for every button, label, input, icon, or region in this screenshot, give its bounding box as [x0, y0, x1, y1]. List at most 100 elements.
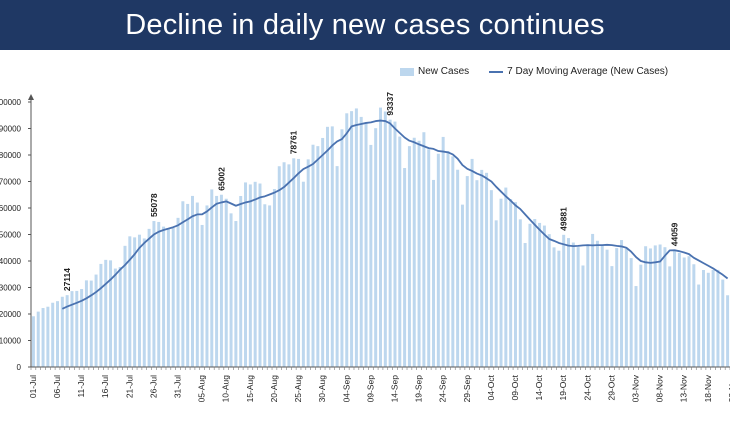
new-cases-bar [403, 168, 407, 367]
new-cases-bars [31, 107, 730, 368]
new-cases-bar [354, 108, 358, 367]
y-tick-label: 100000 [0, 98, 22, 107]
daily-cases-chart: 0 10000 20000 30000 40000 50000 60000 70000 8000… [0, 92, 730, 403]
moving-average-path [61, 119, 729, 310]
new-cases-bar [258, 183, 262, 367]
new-cases-bar [480, 169, 484, 367]
y-tick-label: 30000 [0, 284, 22, 293]
new-cases-bar [663, 247, 667, 367]
new-cases-bar [595, 240, 599, 367]
new-cases-bar [475, 180, 479, 367]
new-cases-bar [301, 181, 305, 367]
new-cases-bar [644, 246, 648, 367]
new-cases-bar [316, 146, 320, 367]
x-tick-label: 11-Jul [76, 375, 86, 398]
new-cases-bar [244, 182, 248, 367]
x-tick-label: 14-Sep [389, 375, 399, 403]
new-cases-bar [263, 204, 267, 367]
new-cases-bar [460, 204, 464, 367]
new-cases-bar [393, 121, 397, 367]
new-cases-bar [706, 272, 710, 367]
x-tick-label: 25-Aug [293, 375, 303, 403]
y-tick-label: 20000 [0, 310, 22, 319]
new-cases-bar [624, 248, 628, 367]
title-bar: Decline in daily new cases continues [0, 0, 730, 50]
new-cases-bar [576, 247, 580, 367]
new-cases-bar [99, 263, 103, 367]
y-tick-label: 80000 [0, 151, 22, 160]
new-cases-bar [383, 111, 387, 367]
x-tick-label: 18-Nov [703, 374, 713, 402]
new-cases-bar [65, 295, 69, 367]
x-tick-label: 14-Oct [534, 374, 544, 400]
new-cases-bar [205, 205, 209, 367]
new-cases-bar [137, 234, 141, 367]
x-tick-label: 04-Sep [341, 375, 351, 403]
new-cases-bar [325, 126, 329, 367]
new-cases-bar [470, 158, 474, 367]
legend-item-new-cases: New Cases [400, 66, 469, 77]
new-cases-bar [615, 248, 619, 367]
x-tick-label: 04-Oct [486, 374, 496, 400]
new-cases-bar [494, 220, 498, 367]
x-tick-label: 01-Jul [28, 375, 38, 398]
new-cases-bar [513, 202, 517, 367]
new-cases-bar [379, 107, 382, 367]
new-cases-bar [542, 225, 546, 367]
new-cases-bar [716, 269, 720, 367]
new-cases-bar [186, 203, 190, 367]
new-cases-bar [711, 270, 715, 367]
data-label: 93337 [385, 92, 395, 116]
new-cases-bar [60, 296, 64, 367]
new-cases-bar [162, 226, 166, 367]
data-labels: 27114 55078 65002 78761 93337 49881 44059 [62, 92, 679, 291]
new-cases-bar [364, 123, 368, 367]
new-cases-bar [84, 280, 88, 367]
data-label: 78761 [289, 130, 299, 154]
x-tick-label: 09-Oct [510, 374, 520, 400]
x-tick-label: 10-Aug [221, 375, 231, 403]
new-cases-bar [581, 265, 585, 367]
new-cases-bar [176, 217, 180, 367]
legend-swatch-line [489, 70, 504, 73]
new-cases-bar [51, 302, 55, 367]
new-cases-bar [210, 189, 214, 367]
new-cases-bar [118, 267, 122, 367]
new-cases-bar [104, 259, 108, 367]
new-cases-bar [239, 195, 243, 367]
new-cases-bar [523, 243, 527, 367]
x-tick-label: 08-Nov [655, 374, 665, 402]
new-cases-bar [620, 240, 624, 367]
data-label: 44059 [670, 222, 680, 246]
new-cases-bar [335, 166, 339, 367]
new-cases-bar [109, 260, 113, 367]
new-cases-bar [388, 119, 392, 367]
new-cases-bar [509, 199, 513, 367]
new-cases-bar [600, 245, 604, 367]
x-tick-label: 24-Oct [582, 374, 592, 400]
new-cases-bar [133, 237, 137, 367]
new-cases-bar [369, 144, 373, 367]
data-label: 27114 [62, 268, 72, 291]
new-cases-bar [171, 227, 175, 367]
new-cases-bar [489, 190, 493, 367]
new-cases-bar [215, 195, 219, 367]
new-cases-bar [441, 136, 445, 367]
x-axis: 01-Jul 06-Jul 11-Jul 16-Jul 21-Jul 26-Jul 31-J… [28, 366, 730, 403]
new-cases-bar [248, 184, 252, 367]
x-tick-label: 23-Nov [727, 374, 730, 402]
legend-item-moving-average: 7 Day Moving Average (New Cases) [489, 66, 668, 77]
y-tick-label: 50000 [0, 231, 22, 240]
y-tick-label: 40000 [0, 257, 22, 266]
new-cases-bar [610, 266, 614, 367]
new-cases-bar [277, 166, 281, 367]
new-cases-bar [123, 245, 127, 367]
x-tick-label: 21-Jul [124, 375, 134, 398]
new-cases-bar [422, 132, 426, 367]
new-cases-bar [70, 291, 74, 367]
moving-average-line [61, 119, 729, 310]
y-tick-label: 70000 [0, 178, 22, 187]
legend-label-moving-average: 7 Day Moving Average (New Cases) [507, 66, 669, 77]
new-cases-bar [31, 316, 35, 367]
new-cases-bar [345, 113, 349, 367]
